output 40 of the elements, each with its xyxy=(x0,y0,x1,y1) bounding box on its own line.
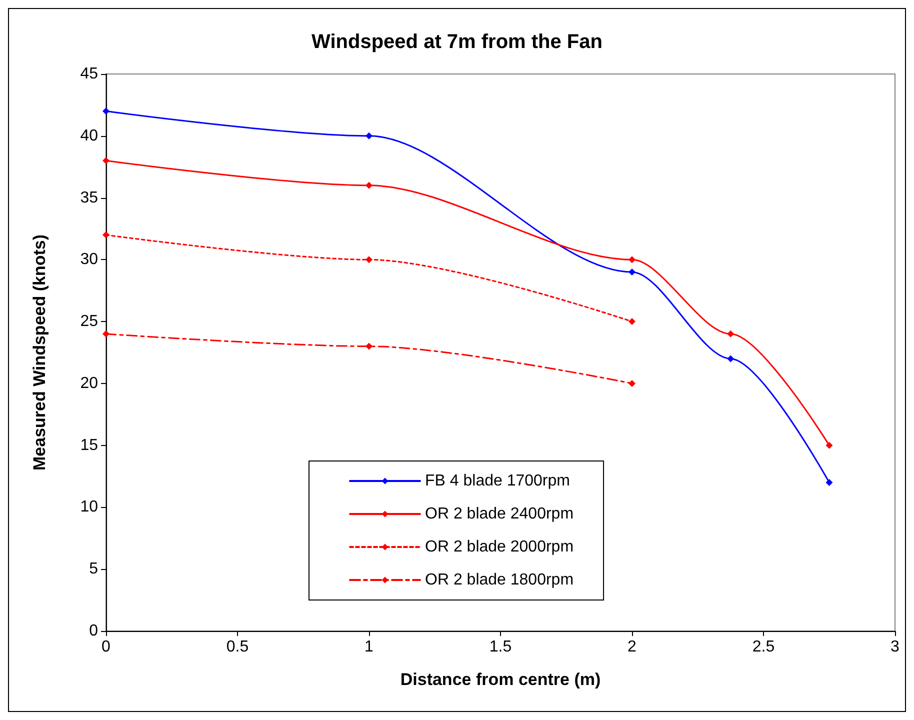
point xyxy=(628,380,636,387)
point xyxy=(628,268,636,276)
y-tick-label: 30 xyxy=(80,251,98,268)
point xyxy=(366,256,372,264)
y-axis-title: Measured Windspeed (knots) xyxy=(30,234,49,470)
x-axis-title: Distance from centre (m) xyxy=(400,670,601,689)
point xyxy=(727,330,734,338)
point xyxy=(366,132,372,140)
y-tick-label: 0 xyxy=(89,622,98,640)
point xyxy=(366,182,372,189)
legend-label: OR 2 blade 2000rpm xyxy=(425,538,574,556)
legend-label: OR 2 blade 2400rpm xyxy=(425,506,574,522)
x-tick-label: 2.5 xyxy=(752,638,775,656)
point xyxy=(102,231,110,238)
point xyxy=(366,342,372,350)
y-tick-label: 35 xyxy=(80,189,98,206)
y-tick-label: 10 xyxy=(80,498,98,516)
point xyxy=(628,256,636,264)
x-tick-label: 1 xyxy=(364,638,374,656)
y-tick-label: 5 xyxy=(89,560,98,578)
point xyxy=(826,442,833,449)
x-tick-label: 0.5 xyxy=(226,638,249,656)
point xyxy=(826,478,833,486)
y-tick-label: 20 xyxy=(80,374,98,392)
point xyxy=(727,355,734,362)
x-tick-label: 0 xyxy=(102,638,111,656)
x-tick-label: 1.5 xyxy=(489,638,512,656)
y-tick-label: 40 xyxy=(80,127,98,144)
legend-label: FB 4 blade 1700rpm xyxy=(425,472,570,490)
point xyxy=(628,318,636,326)
chart-title: Windspeed at 7m from the Fan xyxy=(312,31,602,53)
x-tick-label: 3 xyxy=(890,638,900,656)
point xyxy=(102,157,110,164)
y-tick-label: 25 xyxy=(80,313,98,330)
point xyxy=(102,330,110,338)
legend-label: OR 2 blade 1800rpm xyxy=(425,572,574,588)
x-tick-label: 2 xyxy=(628,638,637,656)
y-tick-label: 45 xyxy=(80,66,98,82)
point xyxy=(102,108,110,115)
y-tick-label: 15 xyxy=(80,436,98,454)
